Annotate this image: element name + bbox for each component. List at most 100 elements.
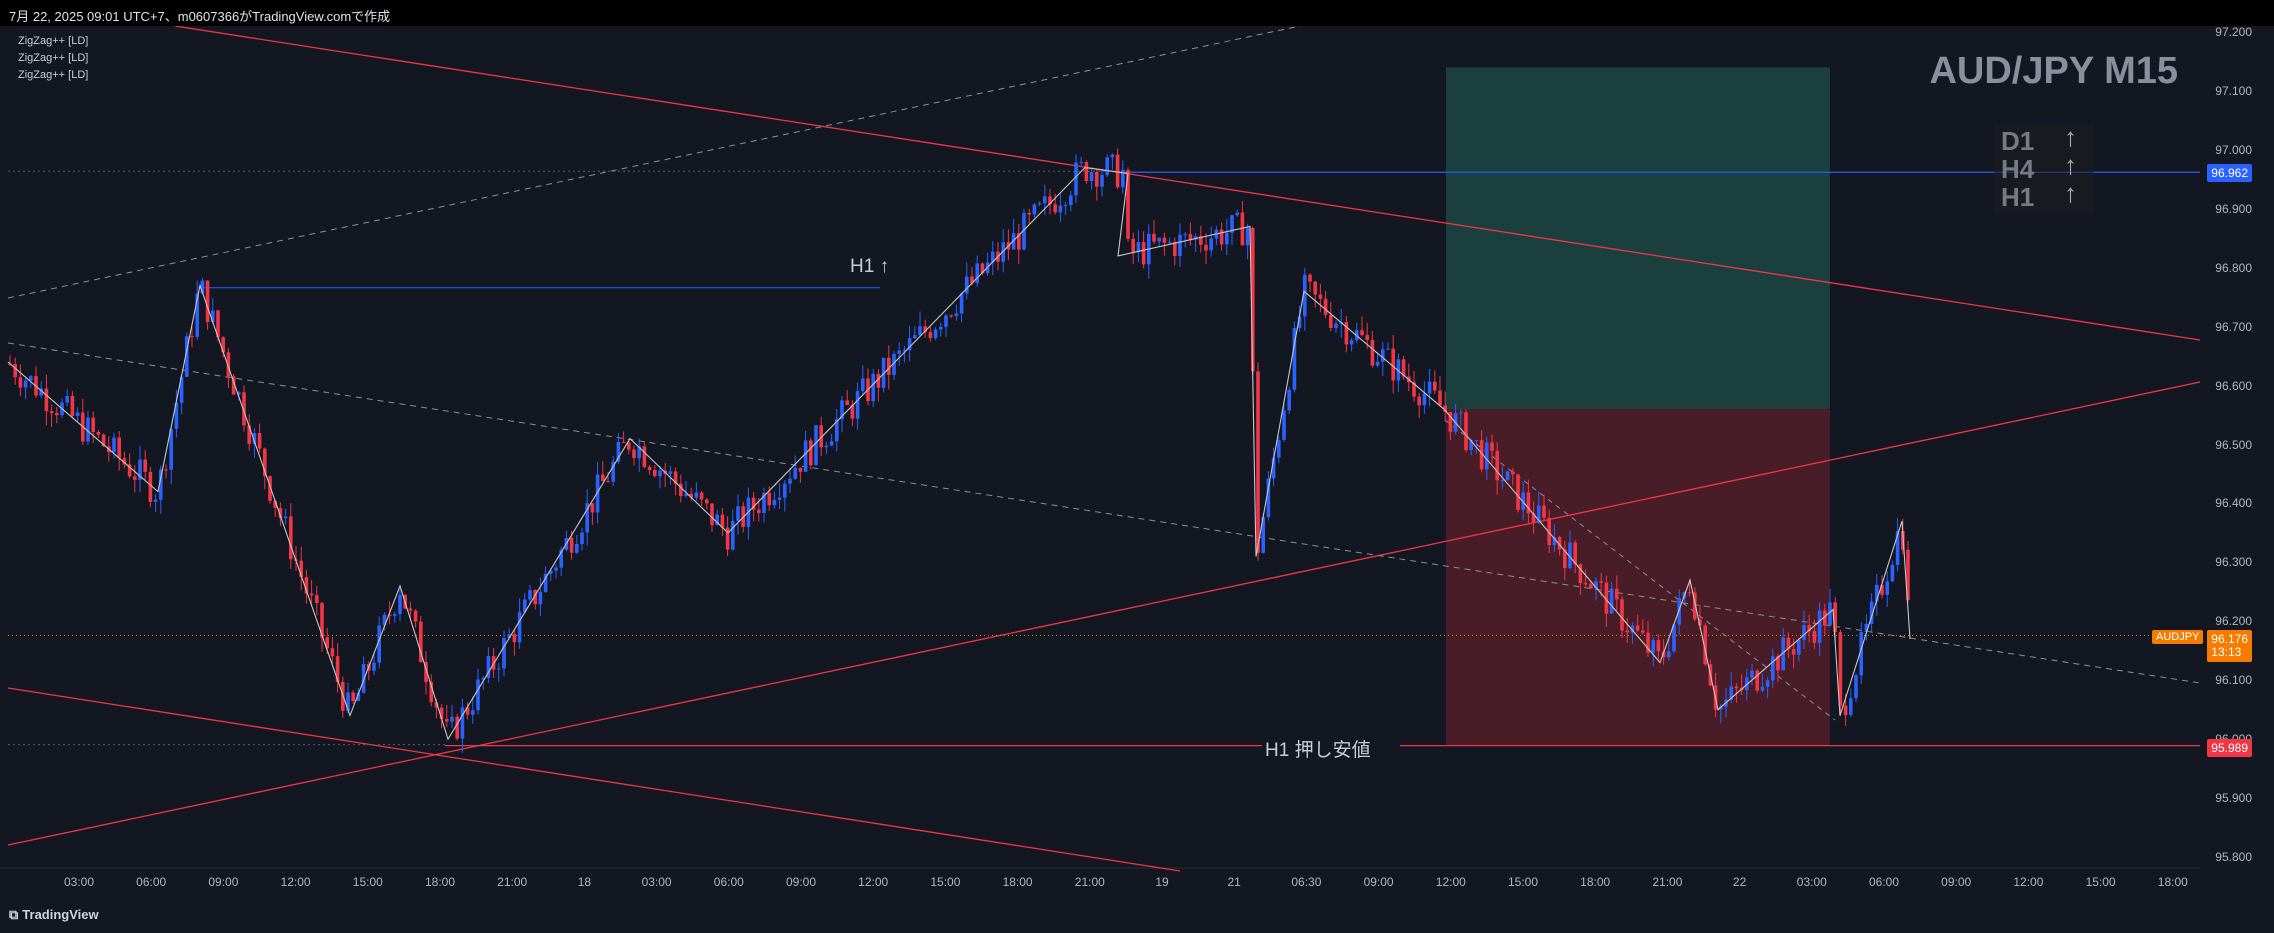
candle-body: [1620, 599, 1624, 631]
dashed-projection: [1444, 419, 1836, 721]
candle-body: [1261, 517, 1265, 553]
candle-body: [1854, 675, 1858, 699]
candle-body: [1282, 410, 1286, 440]
h1-high-label[interactable]: H1 ↑: [850, 256, 890, 277]
indicator-legend-2[interactable]: ZigZag++ [LD]: [18, 52, 89, 64]
candle-body: [554, 567, 558, 571]
candle-body: [1698, 619, 1702, 626]
candle-body: [1240, 212, 1245, 246]
candle-countdown: 13:13: [2211, 645, 2242, 659]
trend-up-arrow-icon: ↑: [2064, 122, 2077, 152]
candle-body: [211, 310, 215, 322]
footer-bar: [0, 898, 2274, 933]
candle-body: [86, 417, 90, 442]
candle-body: [1058, 205, 1063, 213]
indicator-legend-1[interactable]: ZigZag++ [LD]: [18, 35, 89, 47]
candle-body: [1547, 517, 1551, 546]
candle-body: [918, 326, 922, 336]
candle-body: [1032, 204, 1037, 215]
candle-body: [1417, 396, 1421, 406]
candle-body: [1292, 328, 1297, 390]
candle-body: [1776, 656, 1780, 671]
candle-body: [1271, 457, 1276, 479]
candle-body: [705, 499, 709, 504]
candle-body: [777, 497, 782, 500]
candle-body: [959, 293, 964, 314]
candle-body: [881, 357, 886, 388]
candle-body: [242, 392, 246, 426]
candle-body: [788, 478, 792, 484]
candle-body: [1427, 381, 1432, 394]
candle-body: [237, 392, 241, 395]
candle-body: [803, 440, 808, 472]
rising-trendline: [7, 381, 2201, 846]
y-tick-label: 96.500: [2215, 437, 2252, 452]
candle-body: [216, 310, 220, 338]
candle-body: [1178, 234, 1182, 256]
candle-body: [731, 520, 735, 550]
candle-body: [1885, 581, 1889, 595]
candle-body: [845, 400, 849, 406]
candle-body: [1173, 241, 1177, 256]
candle-body: [642, 446, 647, 467]
candle-body: [1188, 234, 1193, 240]
candle-body: [684, 493, 688, 497]
candle-body: [1568, 542, 1572, 569]
candle-body: [1053, 204, 1057, 213]
candle-body: [13, 364, 17, 378]
candle-body: [190, 336, 194, 338]
tradingview-logo[interactable]: ⧉ TradingView: [9, 907, 99, 923]
x-tick-label: 18:00: [424, 875, 456, 889]
candle-body: [117, 437, 121, 459]
candle-body: [725, 527, 730, 550]
candle-body: [647, 466, 652, 471]
candle-body: [346, 692, 350, 711]
candle-body: [1573, 542, 1577, 565]
candle-body: [1183, 234, 1187, 236]
candle-body: [471, 710, 475, 715]
candle-body: [1495, 451, 1499, 481]
candle-body: [1625, 630, 1629, 633]
candle-body: [101, 434, 106, 447]
candle-body: [356, 692, 361, 702]
candle-body: [824, 445, 829, 448]
candle-body: [1765, 680, 1770, 687]
candle-body: [372, 662, 376, 671]
trend-tf-d1: D1: [2001, 126, 2035, 156]
candle-body: [1375, 361, 1380, 366]
candle-body: [1516, 474, 1520, 510]
candle-body: [1334, 323, 1338, 328]
h1-support-label[interactable]: H1 押し安値: [1265, 740, 1371, 761]
candle-body: [226, 352, 231, 377]
candle-body: [434, 702, 439, 708]
candle-body: [1875, 584, 1879, 602]
candle-body: [715, 514, 719, 526]
candle-body: [1105, 157, 1109, 175]
candle-body: [205, 280, 210, 322]
candle-body: [413, 610, 418, 622]
price-chart[interactable]: [0, 26, 2274, 898]
lower-trendline: [7, 687, 1181, 872]
candle-body: [143, 459, 147, 472]
candle-body: [1843, 705, 1848, 716]
candle-body: [606, 481, 610, 483]
candle-body: [892, 353, 896, 375]
indicator-legend-3[interactable]: ZigZag++ [LD]: [18, 69, 89, 81]
candle-body: [1370, 339, 1375, 366]
candle-body: [1344, 322, 1349, 345]
candle-body: [523, 599, 527, 612]
candle-body: [49, 411, 54, 414]
candle-body: [1474, 440, 1479, 442]
candle-body: [1110, 154, 1115, 158]
candle-body: [1661, 651, 1666, 658]
candle-body: [65, 395, 69, 403]
candle-body: [55, 413, 59, 416]
candle-body: [263, 448, 267, 477]
candle-body: [772, 499, 777, 506]
candle-body: [621, 441, 626, 443]
candle-body: [1157, 237, 1161, 242]
candle-body: [1838, 632, 1843, 706]
candle-body: [1641, 630, 1645, 633]
candle-body: [44, 388, 49, 412]
x-tick-label: 15:00: [1507, 875, 1539, 889]
